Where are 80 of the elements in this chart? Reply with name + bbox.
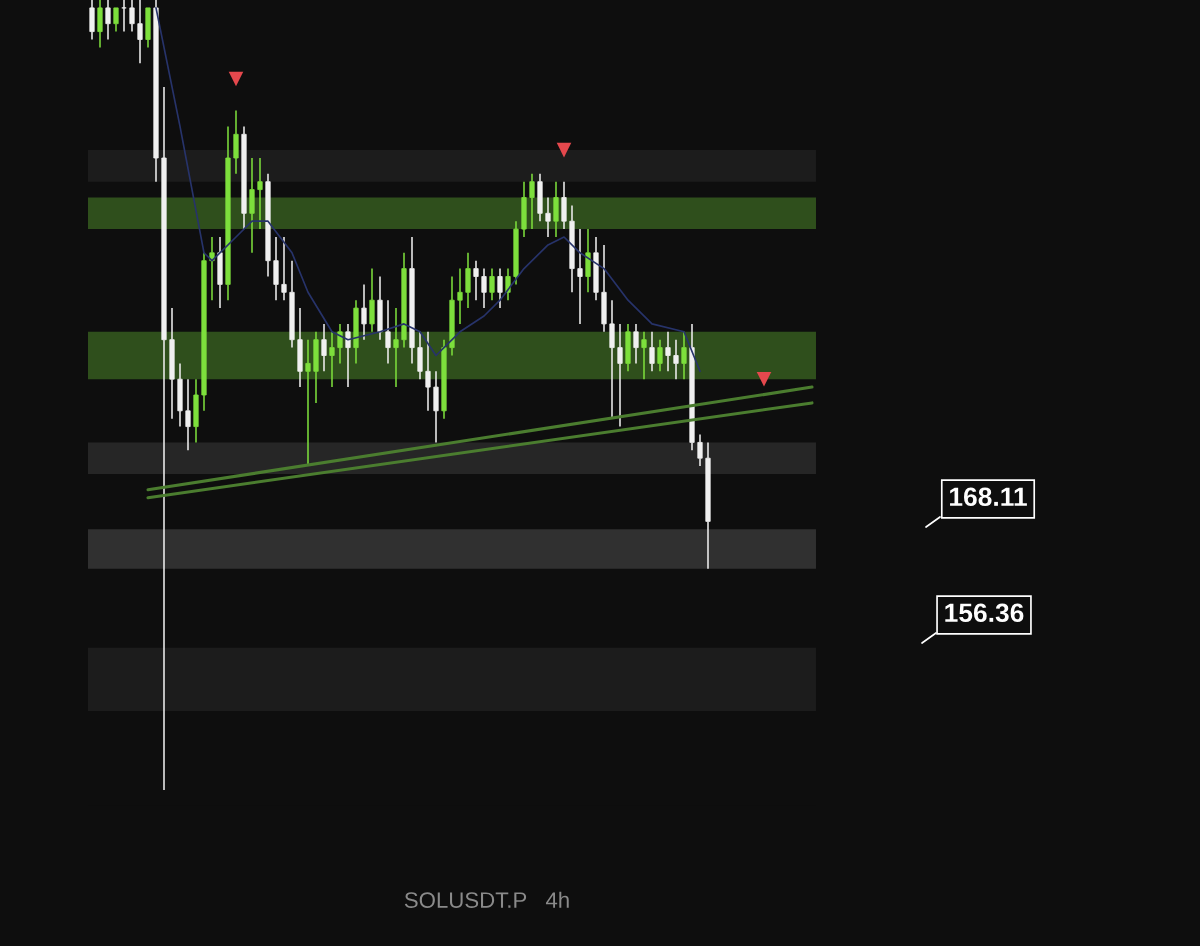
candlestick (169, 307, 175, 420)
candlestick (217, 236, 223, 309)
candlestick (641, 331, 647, 380)
candlestick (385, 299, 391, 365)
candlestick (161, 86, 167, 791)
candlestick (257, 157, 263, 230)
candlestick (369, 267, 375, 333)
candlestick (305, 338, 311, 467)
candlestick (577, 228, 583, 325)
candlestick (601, 244, 607, 333)
candlestick (265, 173, 271, 278)
candlestick (697, 433, 703, 467)
candlestick (361, 283, 367, 341)
candlestick (633, 323, 639, 365)
candlestick (377, 275, 383, 341)
candlestick (153, 0, 159, 183)
candlestick (625, 323, 631, 373)
candlestick (137, 0, 143, 64)
candlestick (145, 7, 151, 49)
candlestick (393, 307, 399, 388)
candlestick (433, 370, 439, 444)
candlestick (225, 125, 231, 301)
candlestick (209, 236, 215, 301)
candlestick (529, 173, 535, 230)
candlestick (233, 109, 239, 175)
candlestick (441, 338, 447, 420)
candlestick (113, 7, 119, 33)
candlestick (289, 259, 295, 349)
candlestick (345, 323, 351, 388)
candlestick (481, 267, 487, 309)
candlestick (121, 0, 127, 33)
candlestick (561, 180, 567, 230)
candlestick (497, 267, 503, 309)
candlestick (177, 362, 183, 428)
candlestick (705, 441, 711, 570)
candlestick (193, 378, 199, 444)
candlestick (593, 236, 599, 301)
candlestick (321, 323, 327, 373)
candlestick (473, 259, 479, 301)
candlestick (185, 378, 191, 452)
candlestick (273, 236, 279, 301)
candlestick (401, 252, 407, 349)
candlestick (201, 252, 207, 412)
candlestick (673, 338, 679, 380)
candlestick (681, 331, 687, 380)
candlestick (617, 323, 623, 428)
text: 156.36 (945, 603, 1024, 623)
x-axis-title: SOLUSDT.P 4h (404, 891, 569, 908)
candlestick (537, 173, 543, 222)
candlestick (457, 267, 463, 325)
text: 168.11 (950, 487, 1027, 507)
candlestick (689, 323, 695, 452)
candlestick (657, 338, 663, 373)
candlestick (425, 331, 431, 412)
candlestick (329, 331, 335, 388)
candlestick (417, 331, 423, 380)
candlestick (569, 204, 575, 294)
candlestick (353, 299, 359, 365)
candlestick (449, 275, 455, 357)
candlestick (585, 228, 591, 294)
candlestick (465, 252, 471, 309)
candlestick (489, 267, 495, 301)
candlestick (313, 331, 319, 404)
candlestick (89, 0, 95, 41)
candlestick (241, 125, 247, 230)
candlestick (553, 180, 559, 238)
candlestick (105, 0, 111, 41)
candlestick (665, 331, 671, 373)
candlestick (97, 0, 103, 49)
candlestick (513, 220, 519, 286)
candlestick (249, 157, 255, 254)
candlestick (521, 180, 527, 238)
candlestick (545, 196, 551, 238)
candlestick (337, 323, 343, 365)
candlestick (297, 307, 303, 388)
candlestick (409, 236, 415, 365)
candlestick (649, 331, 655, 373)
candlestick (281, 236, 287, 301)
candlestick (609, 299, 615, 420)
candlestick (129, 0, 135, 33)
